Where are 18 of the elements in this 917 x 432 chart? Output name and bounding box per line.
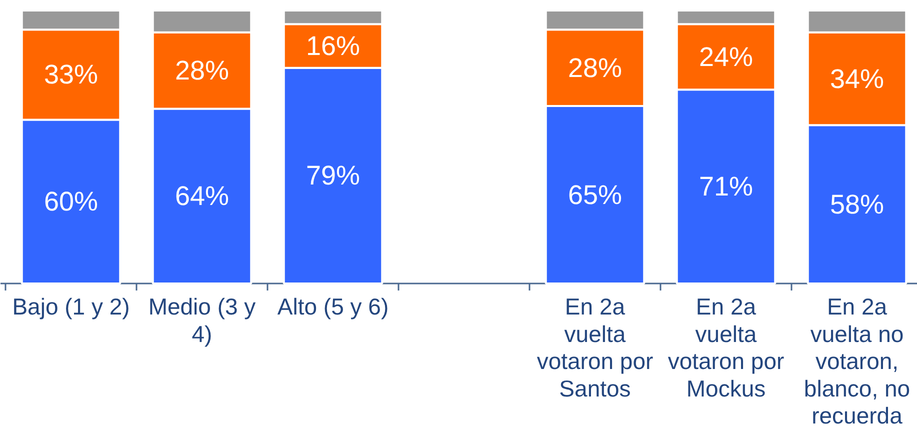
x-tick-label: En 2a vuelta votaron por Mockus xyxy=(668,294,785,402)
data-label: 16% xyxy=(306,30,360,61)
data-label: 28% xyxy=(568,52,622,83)
data-label: 28% xyxy=(174,56,230,86)
data-label: 64% xyxy=(174,181,230,212)
data-label: 79% xyxy=(306,160,360,191)
x-tick-label: Alto (5 y 6) xyxy=(277,294,389,320)
data-label: 34% xyxy=(830,64,884,94)
x-tick-label: Bajo (1 y 2) xyxy=(12,294,130,320)
data-label: 65% xyxy=(568,180,622,210)
data-label: 33% xyxy=(44,60,98,90)
data-label: 24% xyxy=(698,42,754,72)
x-tick-label: En 2a vuelta no votaron, blanco, no recuerda xyxy=(804,294,910,429)
data-label: 58% xyxy=(830,189,884,220)
x-tick-label: En 2a vuelta votaron por Santos xyxy=(536,294,654,402)
data-label: 60% xyxy=(44,186,98,217)
data-label: 71% xyxy=(698,172,754,202)
x-tick-label: Medio (3 y 4) xyxy=(148,294,256,347)
